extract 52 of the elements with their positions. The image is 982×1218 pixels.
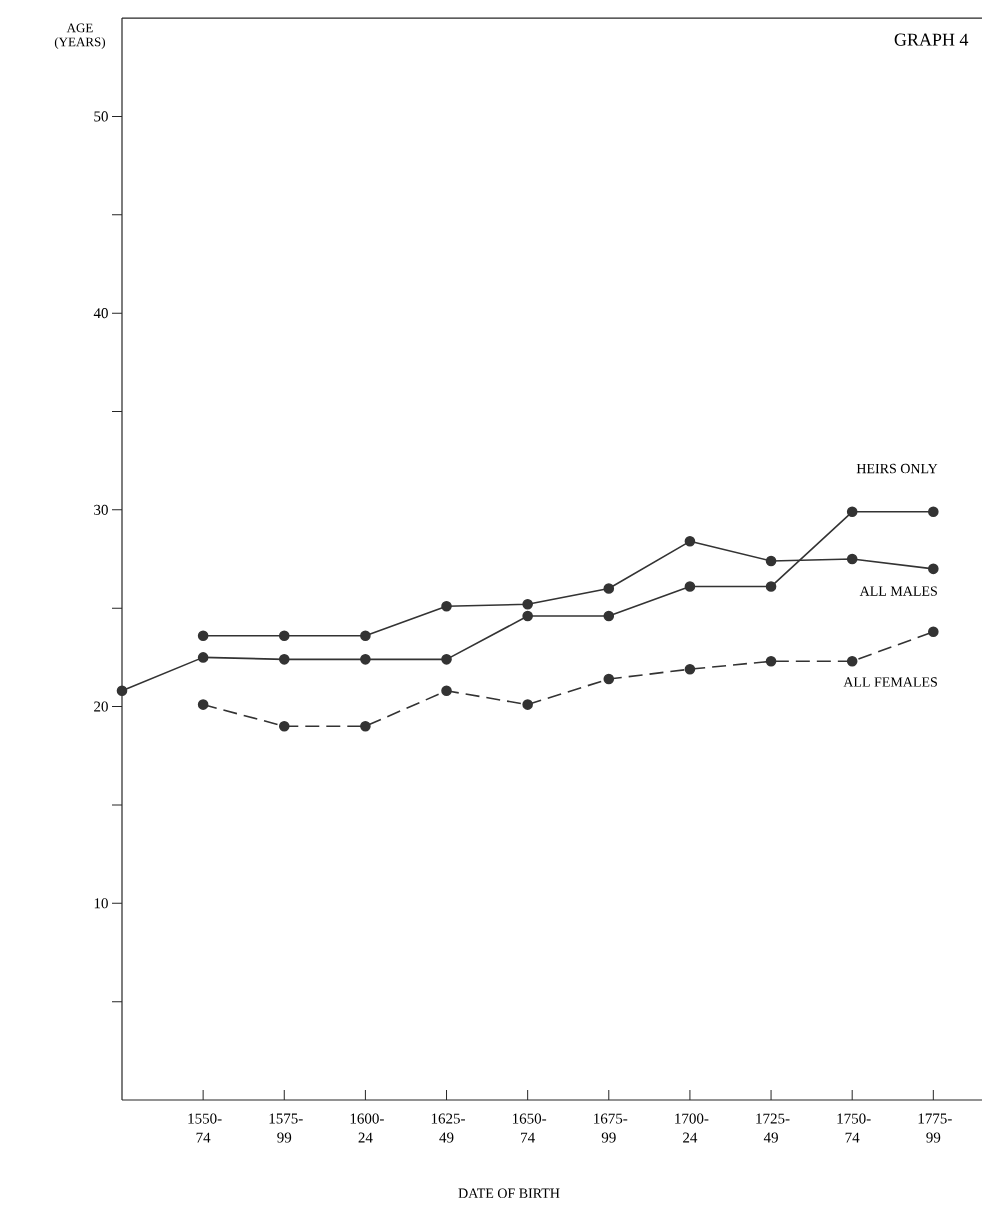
point <box>603 583 615 594</box>
point <box>197 699 209 710</box>
x-tick-label: 1650-74 <box>512 1113 547 1143</box>
point <box>522 610 533 622</box>
y-tick-label: 30 <box>94 504 108 515</box>
point <box>928 506 939 518</box>
point <box>603 673 615 685</box>
point <box>441 654 452 665</box>
text: GRAPH 4 <box>894 33 969 46</box>
point <box>116 685 128 697</box>
point <box>684 536 696 547</box>
y-tick-label: 20 <box>94 701 108 712</box>
y-tick-label: 50 <box>94 111 108 122</box>
point <box>197 630 209 642</box>
point <box>765 656 777 667</box>
x-tick-label: 1550-74 <box>188 1113 222 1143</box>
x-tick-label: 1725-49 <box>756 1113 790 1143</box>
point <box>360 720 371 732</box>
point <box>765 555 777 567</box>
point <box>522 598 533 610</box>
point <box>846 506 858 518</box>
point <box>278 630 290 642</box>
point <box>278 654 290 665</box>
point <box>765 581 777 592</box>
point <box>603 610 615 622</box>
y-axis-title: AGE (YEARS) <box>54 23 106 49</box>
point <box>197 652 209 663</box>
series-label: ALL MALES <box>859 586 937 596</box>
text: HEIRS ONLY <box>856 463 938 474</box>
point <box>360 654 371 665</box>
y-tick-label: 10 <box>94 898 108 909</box>
series-label: ALL FEMALES <box>843 677 937 687</box>
y-tick-label: 40 <box>93 308 108 319</box>
point <box>360 630 371 642</box>
point <box>928 626 939 638</box>
x-axis-title: DATE OF BIRTH <box>458 1188 560 1198</box>
x-tick-label: 1600-24 <box>350 1113 384 1143</box>
x-tick-label: 1575-99 <box>269 1113 303 1143</box>
x-tick-label: 1775-99 <box>918 1113 952 1143</box>
point <box>846 656 858 667</box>
x-tick-label: 1750-74 <box>837 1113 871 1143</box>
point <box>684 663 696 675</box>
point <box>278 720 290 732</box>
x-tick-label: 1700-24 <box>675 1113 709 1143</box>
point <box>846 553 858 565</box>
point <box>441 600 452 612</box>
point <box>441 685 452 697</box>
point <box>684 581 696 592</box>
point <box>928 563 939 575</box>
point <box>522 699 533 710</box>
x-tick-label: 1675-99 <box>594 1113 628 1143</box>
x-tick-label: 1625-49 <box>431 1113 465 1143</box>
